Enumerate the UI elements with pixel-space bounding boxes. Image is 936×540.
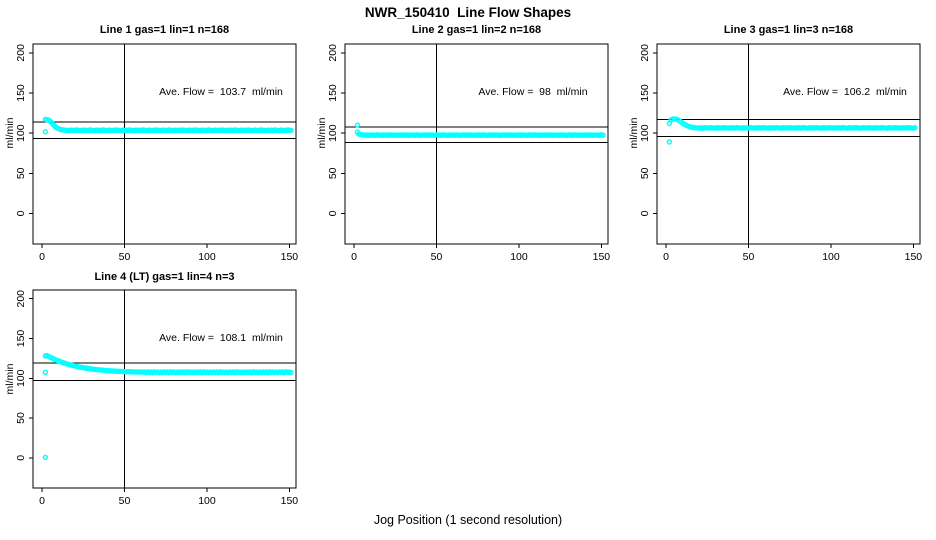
y-tick-label: 150 bbox=[639, 84, 651, 102]
y-tick-label: 100 bbox=[639, 124, 651, 142]
y-tick-label: 100 bbox=[15, 124, 27, 142]
panel-3-y-axis-label: ml/min bbox=[628, 117, 640, 149]
x-tick-label: 150 bbox=[905, 251, 923, 263]
x-tick-label: 0 bbox=[351, 251, 357, 263]
data-points bbox=[42, 116, 294, 135]
x-axis-label: Jog Position (1 second resolution) bbox=[373, 513, 563, 527]
plot-box bbox=[32, 289, 297, 489]
data-point bbox=[288, 127, 294, 134]
panel-4-plot: 0 50 100 150 0 50 100 150 200 bbox=[15, 289, 299, 507]
panel-3-title: Line 3 gas=1 lin=3 n=168 bbox=[723, 24, 854, 36]
data-points bbox=[666, 116, 918, 145]
panel-2-plot: 0 50 100 150 0 50 100 150 200 bbox=[327, 43, 611, 263]
y-tick-label: 200 bbox=[15, 290, 27, 308]
x-tick-label: 150 bbox=[593, 251, 611, 263]
panel-4-title: Line 4 (LT) gas=1 lin=4 n=3 bbox=[94, 271, 235, 283]
y-tick-label: 150 bbox=[327, 84, 339, 102]
x-tick-label: 100 bbox=[198, 495, 216, 507]
y-tick-label: 50 bbox=[15, 167, 27, 179]
data-point bbox=[912, 124, 918, 131]
y-tick-label: 0 bbox=[327, 210, 339, 216]
panel-2-y-axis-label: ml/min bbox=[316, 117, 328, 149]
y-tick-label: 50 bbox=[639, 167, 651, 179]
x-tick-label: 50 bbox=[119, 251, 131, 263]
data-point bbox=[42, 128, 49, 135]
y-tick-label: 0 bbox=[15, 210, 27, 216]
x-tick-label: 50 bbox=[431, 251, 443, 263]
panel-2-title: Line 2 gas=1 lin=2 n=168 bbox=[411, 24, 542, 36]
x-tick-label: 50 bbox=[743, 251, 755, 263]
y-tick-label: 150 bbox=[15, 330, 27, 348]
y-tick-label: 50 bbox=[15, 412, 27, 424]
y-tick-label: 200 bbox=[639, 44, 651, 62]
data-point bbox=[354, 122, 361, 128]
y-tick-label: 200 bbox=[15, 44, 27, 62]
data-point bbox=[600, 132, 606, 138]
panel-2-ave-flow-annotation: Ave. Flow = 98 ml/min bbox=[478, 86, 588, 98]
plot-box bbox=[344, 43, 609, 245]
panel-1-plot: 0 50 100 150 0 50 100 150 200 bbox=[15, 43, 299, 263]
x-tick-label: 100 bbox=[198, 251, 216, 263]
data-point bbox=[42, 369, 49, 375]
panel-3-ave-flow-annotation: Ave. Flow = 106.2 ml/min bbox=[783, 86, 907, 98]
panel-1-y-axis-label: ml/min bbox=[4, 117, 16, 149]
x-tick-label: 100 bbox=[510, 251, 528, 263]
panel-4-ave-flow-annotation: Ave. Flow = 108.1 ml/min bbox=[159, 332, 283, 344]
plot-box bbox=[656, 43, 921, 245]
x-tick-label: 0 bbox=[39, 495, 45, 507]
panel-1-ave-flow-annotation: Ave. Flow = 103.7 ml/min bbox=[159, 86, 283, 98]
y-tick-label: 0 bbox=[15, 455, 27, 461]
panel-3-plot: 0 50 100 150 0 50 100 150 200 bbox=[639, 43, 923, 263]
y-tick-label: 200 bbox=[327, 44, 339, 62]
x-tick-label: 0 bbox=[39, 251, 45, 263]
x-tick-label: 50 bbox=[119, 495, 131, 507]
y-tick-label: 0 bbox=[639, 210, 651, 216]
x-tick-label: 150 bbox=[281, 251, 299, 263]
plot-box bbox=[32, 43, 297, 245]
y-tick-label: 150 bbox=[15, 84, 27, 102]
x-tick-label: 0 bbox=[663, 251, 669, 263]
x-tick-label: 150 bbox=[281, 495, 299, 507]
y-tick-label: 50 bbox=[327, 167, 339, 179]
data-point bbox=[42, 454, 49, 461]
panel-1-title: Line 1 gas=1 lin=1 n=168 bbox=[99, 24, 230, 36]
data-point bbox=[666, 139, 673, 145]
data-points bbox=[42, 352, 294, 461]
data-point bbox=[288, 369, 294, 376]
x-tick-label: 100 bbox=[822, 251, 840, 263]
panel-4-y-axis-label: ml/min bbox=[4, 363, 16, 395]
y-tick-label: 100 bbox=[15, 369, 27, 387]
y-tick-label: 100 bbox=[327, 124, 339, 142]
data-points bbox=[354, 122, 606, 139]
main-title: NWR_150410 Line Flow Shapes bbox=[364, 5, 572, 20]
